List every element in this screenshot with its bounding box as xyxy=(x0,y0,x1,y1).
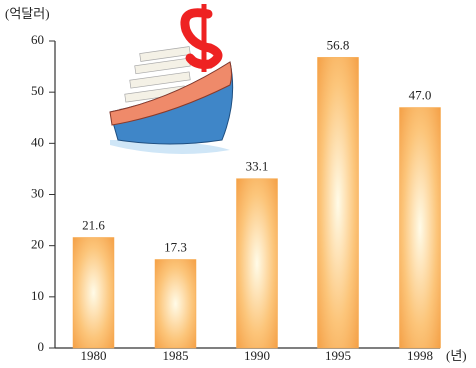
value-label: 17.3 xyxy=(164,239,187,254)
y-tick-label: 30 xyxy=(31,185,44,200)
bar xyxy=(72,237,115,349)
y-tick-label: 50 xyxy=(31,83,44,98)
x-tick-label: 1985 xyxy=(163,348,189,363)
y-tick-label: 60 xyxy=(31,32,44,47)
x-tick-label: 1998 xyxy=(407,348,433,363)
y-tick-label: 10 xyxy=(31,288,44,303)
x-tick-label: 1995 xyxy=(325,348,351,363)
ship-illustration xyxy=(109,4,234,154)
value-label: 47.0 xyxy=(409,88,432,103)
x-tick-label: 1990 xyxy=(244,348,270,363)
bar xyxy=(154,259,197,349)
bar xyxy=(236,178,278,349)
y-tick-label: 40 xyxy=(31,134,44,149)
y-tick-label: 20 xyxy=(31,237,44,252)
bar xyxy=(399,107,441,349)
value-label: 56.8 xyxy=(327,37,350,52)
value-label: 33.1 xyxy=(246,159,269,174)
x-axis-label: (년) xyxy=(446,348,467,363)
y-tick-label: 0 xyxy=(38,339,45,354)
y-axis-label: (억달러) xyxy=(5,6,50,21)
bar xyxy=(317,57,359,349)
x-tick-label: 1980 xyxy=(81,348,107,363)
value-label: 21.6 xyxy=(82,217,105,232)
